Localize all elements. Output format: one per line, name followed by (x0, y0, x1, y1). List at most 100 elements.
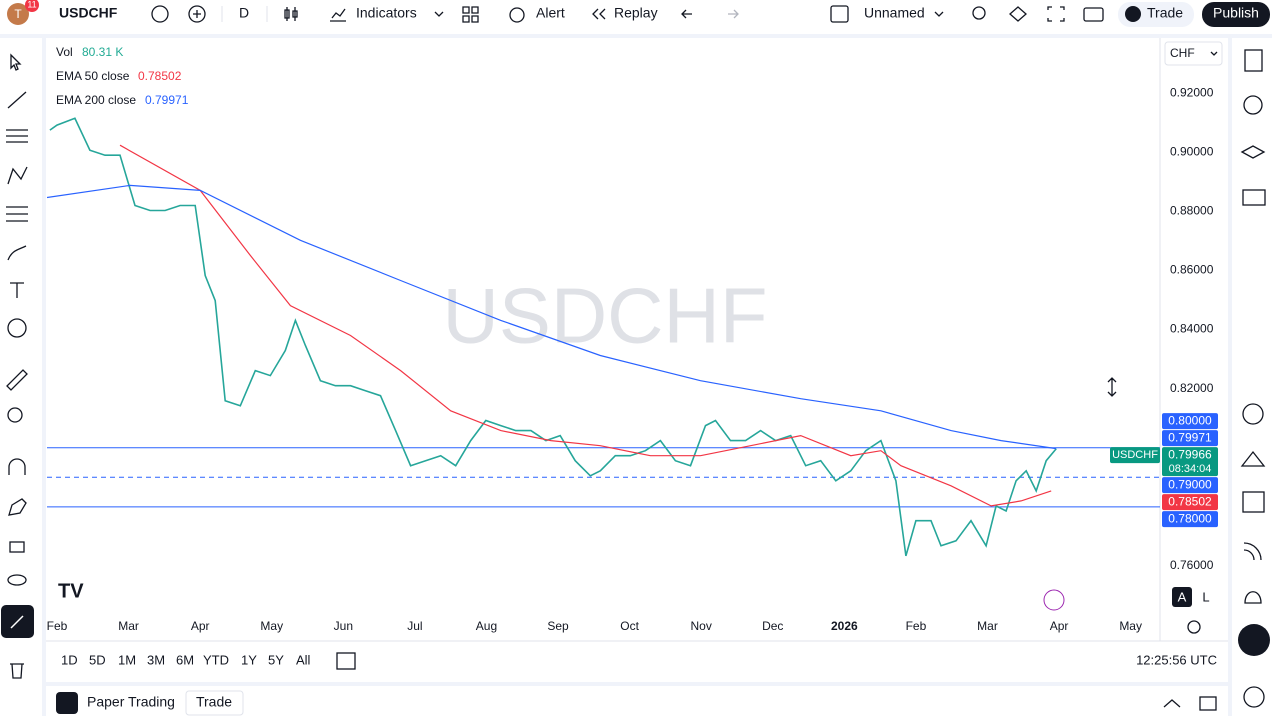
publish-label: Publish (1213, 5, 1259, 21)
fib-tool[interactable] (6, 129, 28, 143)
period-button[interactable]: 1D (61, 652, 78, 667)
bottom-tab[interactable]: Trade (196, 694, 232, 710)
collapse-button[interactable] (1163, 699, 1181, 708)
indicators-button[interactable]: Indicators (356, 5, 417, 21)
icon-tool[interactable] (7, 318, 27, 338)
date-range-button[interactable] (336, 652, 356, 670)
period-button[interactable]: All (296, 652, 311, 667)
projection-tool[interactable] (6, 206, 28, 222)
link-icon (10, 615, 24, 629)
x-tick-label: Sep (547, 619, 569, 633)
volume-label: Vol (56, 45, 73, 59)
period-button[interactable]: 3M (147, 652, 165, 667)
period-button[interactable]: 6M (176, 652, 194, 667)
pattern-tool[interactable] (7, 166, 28, 185)
resize-cursor (1107, 377, 1117, 397)
x-tick-label: May (1119, 619, 1142, 633)
alert-button[interactable]: Alert (536, 5, 565, 21)
plot (47, 117, 1160, 557)
countdown: 08:34:04 (1169, 463, 1212, 475)
measure-tool[interactable] (6, 369, 28, 391)
price-badge (1162, 430, 1218, 447)
y-tick-label: 0.82000 (1170, 381, 1214, 395)
x-tick-label: Feb (906, 619, 927, 633)
lock-tool[interactable] (9, 541, 25, 553)
help-button[interactable] (1243, 686, 1265, 708)
target-button[interactable] (1242, 403, 1264, 425)
alerts-button[interactable] (1243, 95, 1263, 115)
symbol[interactable]: USDCHF (59, 5, 118, 21)
apps-button[interactable] (1238, 624, 1270, 656)
period-button[interactable]: 5D (89, 652, 106, 667)
log-scale-label[interactable]: L (1202, 589, 1209, 604)
maximize-button[interactable] (1199, 696, 1217, 711)
x-tick-label: Mar (977, 619, 998, 633)
y-tick-label: 0.76000 (1170, 558, 1214, 572)
ema200-value: 0.79971 (145, 93, 189, 107)
lightning-icon[interactable] (1043, 589, 1065, 611)
chat-button[interactable] (1242, 189, 1266, 206)
plus-icon (193, 10, 201, 18)
undo-button[interactable] (681, 9, 692, 19)
currency-select[interactable] (1164, 41, 1223, 66)
magnet-tool[interactable] (8, 458, 26, 475)
layers-button[interactable] (1240, 145, 1266, 159)
cursor-tool[interactable] (10, 53, 22, 71)
x-tick-label: Apr (191, 619, 210, 633)
period-button[interactable]: YTD (203, 652, 229, 667)
x-tick-label: Mar (118, 619, 139, 633)
trade-tab-box (185, 690, 244, 716)
trendline-tool[interactable] (7, 91, 27, 109)
replay-button[interactable]: Replay (614, 5, 658, 21)
snapshot-button[interactable] (1083, 7, 1104, 22)
compare-button[interactable] (188, 5, 206, 23)
text-tool[interactable] (10, 282, 24, 298)
left-toolbar (0, 38, 42, 716)
price-badge-label: 0.79971 (1168, 430, 1212, 444)
x-tick-label: Nov (691, 619, 712, 633)
price-badge-label: 0.80000 (1168, 413, 1212, 427)
avatar[interactable] (7, 3, 29, 25)
interval[interactable]: D (239, 5, 249, 21)
search-button[interactable] (972, 6, 986, 20)
fullscreen-button[interactable] (1047, 6, 1065, 22)
settings-button[interactable] (1009, 6, 1027, 22)
chart-type-button[interactable] (284, 7, 298, 21)
top-bar (0, 0, 1272, 34)
avatar-letter: T (14, 7, 22, 21)
period-button[interactable]: 1Y (241, 652, 257, 667)
templates-button[interactable] (462, 6, 479, 23)
price-badge (1162, 447, 1218, 477)
tv-logo: TV (58, 580, 84, 602)
ideas-button[interactable] (1240, 450, 1266, 467)
period-button[interactable]: 5Y (268, 652, 284, 667)
symbol-icon[interactable] (151, 5, 169, 23)
publish-button[interactable] (1202, 2, 1270, 27)
x-tick-label: May (260, 619, 283, 633)
stream-button[interactable] (1243, 542, 1262, 561)
drawing-mode-tool[interactable] (8, 498, 27, 516)
layout-name[interactable]: Unnamed (864, 5, 925, 21)
brush-tool[interactable] (7, 245, 27, 261)
currency: CHF (1170, 46, 1195, 60)
auto-scale-button[interactable] (1172, 587, 1192, 607)
notifications-button[interactable] (1244, 591, 1262, 604)
ema200-label: EMA 200 close (56, 93, 136, 107)
auto-scale-label: A (1178, 589, 1187, 604)
dropdown-arrow[interactable] (434, 11, 444, 17)
delete-tool[interactable] (10, 663, 24, 679)
calendar-button[interactable] (1242, 491, 1265, 513)
dropdown-arrow[interactable] (934, 11, 944, 17)
time-settings[interactable] (1187, 620, 1201, 634)
watchlist-button[interactable] (1244, 49, 1263, 72)
bottom-tab[interactable]: Paper Trading (87, 694, 175, 710)
period-button[interactable]: 1M (118, 652, 136, 667)
zoom-tool[interactable] (7, 407, 23, 423)
clock: 12:25:56 UTC (1136, 652, 1217, 667)
ema-line (119, 144, 1052, 507)
redo-button[interactable] (728, 9, 739, 19)
hide-tool[interactable] (7, 574, 27, 586)
replay-icon (592, 8, 606, 20)
